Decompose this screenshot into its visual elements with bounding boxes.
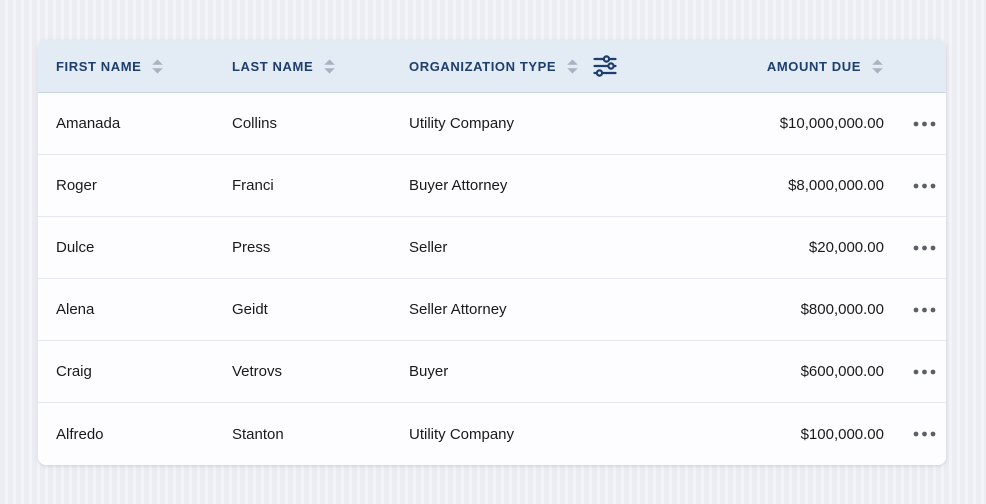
cell-organization-type: Seller Attorney [409, 301, 507, 318]
cell-actions [884, 93, 946, 154]
cell-actions [884, 155, 946, 216]
sort-icon [151, 59, 164, 74]
filter-button[interactable] [593, 55, 617, 77]
cell-actions [884, 279, 946, 340]
row-actions-button[interactable] [907, 172, 941, 200]
ellipsis-icon [913, 245, 936, 251]
table-row: Roger Franci Buyer Attorney $8,000,000.0… [38, 155, 946, 217]
cell-amount-due: $10,000,000.00 [779, 115, 884, 132]
row-actions-button[interactable] [907, 296, 941, 324]
table-row: Alena Geidt Seller Attorney $800,000.00 [38, 279, 946, 341]
row-actions-button[interactable] [907, 358, 941, 386]
sort-button-organization-type[interactable]: ORGANIZATION TYPE [409, 59, 579, 74]
cell-last-name: Press [232, 239, 271, 256]
ellipsis-icon [913, 121, 936, 127]
table-row: Craig Vetrovs Buyer $600,000.00 [38, 341, 946, 403]
column-header-last-name: LAST NAME [214, 40, 391, 92]
column-label-amount-due: AMOUNT DUE [766, 58, 861, 74]
cell-organization-type: Utility Company [409, 425, 515, 443]
table-row: Alfredo Stanton Utility Company $100,000… [38, 403, 946, 465]
column-header-amount-due: AMOUNT DUE [731, 40, 884, 92]
row-actions-button[interactable] [907, 420, 941, 448]
cell-last-name: Stanton [232, 425, 284, 443]
cell-first-name: Amanada [56, 115, 121, 132]
cell-organization-type: Utility Company [409, 115, 515, 132]
sort-icon [323, 59, 336, 74]
column-header-actions [884, 40, 946, 92]
cell-first-name: Craig [56, 363, 92, 380]
cell-first-name: Dulce [56, 239, 95, 256]
filter-icon [593, 55, 617, 77]
cell-organization-type: Buyer Attorney [409, 177, 508, 194]
sort-button-last-name[interactable]: LAST NAME [232, 59, 336, 74]
column-label-first-name: FIRST NAME [56, 58, 142, 74]
cell-organization-type: Seller [409, 239, 448, 256]
column-header-organization-type: ORGANIZATION TYPE [391, 40, 731, 92]
row-actions-button[interactable] [907, 234, 941, 262]
sort-button-amount-due[interactable]: AMOUNT DUE [767, 59, 884, 74]
row-actions-button[interactable] [907, 110, 941, 138]
table-header: FIRST NAME LAST NAME ORGANIZATION TYPE [38, 40, 946, 93]
cell-last-name: Geidt [232, 301, 268, 318]
ellipsis-icon [913, 307, 936, 313]
ellipsis-icon [913, 431, 936, 437]
ellipsis-icon [913, 369, 936, 375]
cell-amount-due: $600,000.00 [800, 363, 884, 380]
cell-actions [884, 341, 946, 402]
column-header-first-name: FIRST NAME [38, 40, 214, 92]
column-label-organization-type: ORGANIZATION TYPE [409, 58, 557, 74]
sort-button-first-name[interactable]: FIRST NAME [56, 59, 164, 74]
cell-first-name: Alfredo [56, 425, 104, 443]
ellipsis-icon [913, 183, 936, 189]
cell-first-name: Alena [56, 301, 95, 318]
cell-amount-due: $100,000.00 [800, 425, 884, 443]
data-table: FIRST NAME LAST NAME ORGANIZATION TYPE [38, 40, 946, 465]
cell-last-name: Franci [232, 177, 274, 194]
cell-actions [884, 403, 946, 465]
cell-last-name: Collins [232, 115, 278, 132]
cell-last-name: Vetrovs [232, 363, 283, 380]
table-row: Amanada Collins Utility Company $10,000,… [38, 93, 946, 155]
cell-organization-type: Buyer [409, 363, 449, 380]
cell-amount-due: $20,000.00 [808, 239, 884, 256]
table-row: Dulce Press Seller $20,000.00 [38, 217, 946, 279]
sort-icon [871, 59, 884, 74]
cell-actions [884, 217, 946, 278]
cell-first-name: Roger [56, 177, 97, 194]
cell-amount-due: $8,000,000.00 [788, 177, 884, 194]
cell-amount-due: $800,000.00 [800, 301, 884, 318]
sort-icon [566, 59, 579, 74]
column-label-last-name: LAST NAME [232, 58, 314, 74]
